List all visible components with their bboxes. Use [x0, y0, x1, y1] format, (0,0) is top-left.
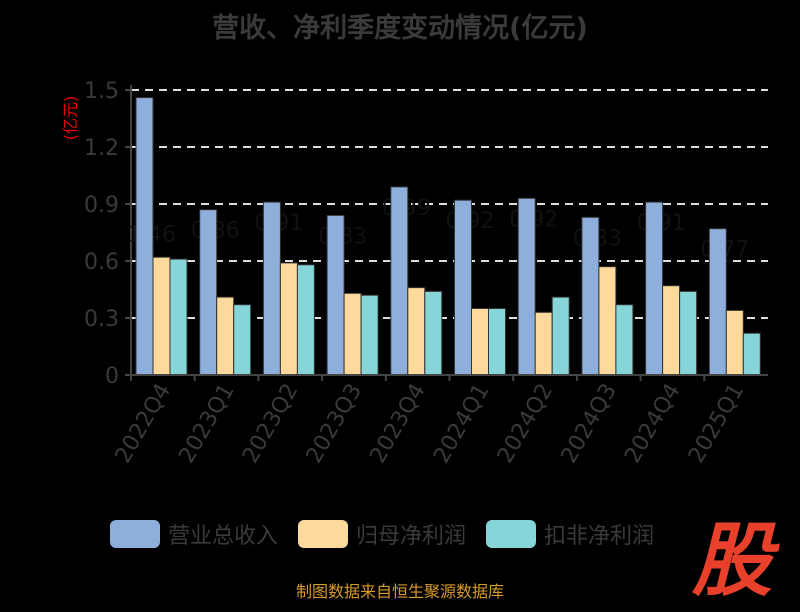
x-tick-label: 2023Q2 — [238, 380, 303, 468]
x-tick-label: 2023Q4 — [366, 380, 431, 468]
legend-swatch — [110, 520, 160, 548]
bar — [407, 287, 426, 376]
y-tick-label: 0.9 — [84, 193, 119, 218]
bar — [551, 296, 570, 376]
bar — [471, 308, 489, 376]
bar — [708, 228, 727, 376]
bar — [742, 332, 761, 376]
bar — [534, 311, 553, 376]
legend-label: 营业总收入 — [168, 524, 279, 549]
y-tick-label: 0 — [105, 364, 119, 389]
bar — [581, 216, 600, 376]
x-tick-label: 2024Q3 — [557, 380, 622, 468]
bar — [725, 309, 744, 376]
bar — [326, 214, 345, 376]
bar — [343, 292, 362, 376]
x-tick-label: 2023Q1 — [174, 380, 239, 468]
legend: 营业总收入 归母净利润 扣非净利润 — [110, 518, 654, 550]
legend-label: 扣非净利润 — [544, 524, 655, 549]
y-tick-label: 1.2 — [84, 136, 119, 161]
bar — [233, 304, 252, 376]
bar — [390, 186, 409, 376]
logo: 股 — [692, 514, 772, 607]
chart-title: 营收、净利季度变动情况(亿元) — [212, 13, 588, 44]
bar — [169, 258, 188, 376]
x-tick-label: 2022Q4 — [111, 380, 176, 468]
bar — [135, 97, 154, 376]
bar — [679, 290, 698, 376]
bar — [424, 290, 443, 376]
x-tick-label: 2024Q1 — [429, 379, 494, 467]
y-tick-label: 1.5 — [84, 79, 119, 104]
x-tick-label: 2024Q4 — [620, 380, 685, 468]
y-tick-label: 0.6 — [84, 250, 119, 275]
bar — [199, 209, 218, 376]
footer-source: 制图数据来自恒生聚源数据库 — [295, 582, 504, 601]
bar — [615, 304, 634, 376]
bar — [216, 296, 235, 376]
bar — [488, 308, 506, 376]
bar — [645, 201, 664, 376]
bar — [262, 201, 281, 376]
x-tick-label: 2024Q2 — [493, 380, 558, 468]
x-tick-label: 2023Q3 — [302, 380, 367, 468]
legend-swatch — [486, 520, 537, 548]
y-axis-label: (亿元) — [61, 96, 80, 141]
legend-item[interactable]: 营业总收入 — [110, 518, 278, 550]
bar — [360, 294, 379, 376]
legend-item[interactable]: 归母净利润 — [298, 518, 466, 550]
bar — [152, 256, 171, 376]
bar — [517, 197, 536, 376]
bar — [662, 285, 681, 376]
bar — [598, 266, 617, 376]
bar — [454, 199, 472, 376]
legend-label: 归母净利润 — [356, 524, 467, 549]
legend-swatch — [298, 520, 349, 548]
bar — [279, 262, 298, 376]
x-tick-label: 2025Q1 — [684, 380, 749, 468]
bar — [296, 264, 315, 376]
legend-item[interactable]: 扣非净利润 — [486, 518, 654, 550]
y-tick-label: 0.3 — [84, 307, 119, 332]
